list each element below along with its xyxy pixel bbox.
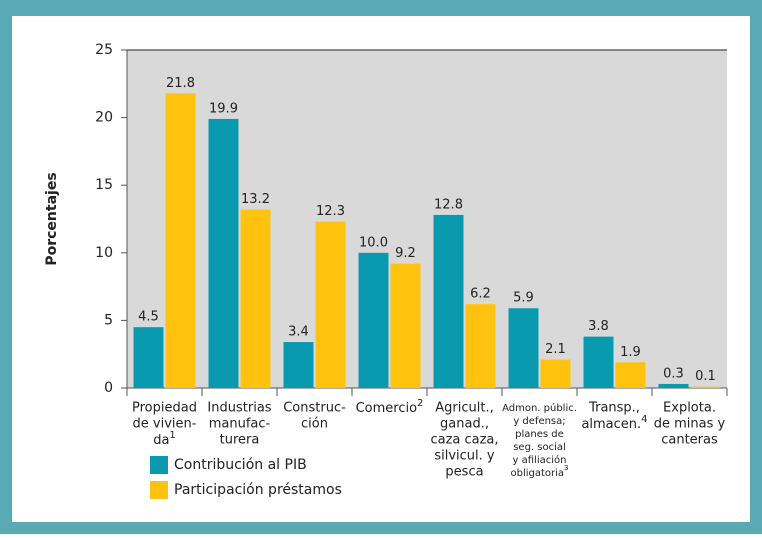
bar bbox=[508, 308, 539, 388]
x-tick-label: Propiedad bbox=[132, 401, 197, 416]
bar bbox=[315, 221, 346, 388]
x-tick-label: Transp., bbox=[588, 401, 640, 416]
x-tick-label: de vivien- bbox=[133, 417, 197, 432]
legend-swatch bbox=[150, 456, 168, 474]
bar bbox=[540, 359, 571, 388]
x-tick-label: almacen.4 bbox=[581, 414, 647, 432]
x-tick-label: seg. social bbox=[513, 442, 566, 453]
superscript: 1 bbox=[169, 430, 175, 441]
x-tick-label: Admon. públic. bbox=[502, 402, 577, 414]
bar bbox=[433, 214, 464, 388]
x-tick-label: Explota. bbox=[663, 401, 716, 416]
y-tick-label: 20 bbox=[95, 110, 113, 126]
x-tick-label: turera bbox=[220, 433, 260, 448]
x-tick-label: ganad., bbox=[440, 417, 489, 432]
bar bbox=[583, 336, 614, 388]
bar bbox=[465, 304, 496, 388]
x-tick-label: da1 bbox=[153, 430, 176, 448]
bar bbox=[133, 327, 164, 388]
bar bbox=[358, 252, 389, 388]
x-tick-label-text: da bbox=[153, 433, 169, 448]
bar bbox=[208, 118, 239, 389]
bar bbox=[615, 362, 646, 388]
legend-swatch bbox=[150, 481, 168, 499]
x-tick-label-text: obligatoria bbox=[510, 468, 564, 479]
x-tick-label: silvicul. y bbox=[434, 449, 495, 464]
superscript: 4 bbox=[641, 414, 647, 425]
data-label: 10.0 bbox=[359, 235, 388, 250]
y-tick-label: 5 bbox=[104, 312, 113, 328]
data-label: 5.9 bbox=[513, 291, 534, 306]
data-label: 12.3 bbox=[316, 204, 345, 219]
superscript: 2 bbox=[417, 398, 423, 409]
x-tick-label: Comercio2 bbox=[356, 398, 424, 416]
x-tick-label: obligatoria3 bbox=[510, 464, 568, 479]
y-tick-label: 10 bbox=[95, 245, 113, 261]
data-label: 21.8 bbox=[166, 76, 195, 91]
bar bbox=[240, 209, 271, 388]
x-tick-label: y afiliación bbox=[513, 454, 567, 466]
superscript: 3 bbox=[564, 464, 568, 472]
x-tick-label: canteras bbox=[661, 433, 718, 448]
data-label: 12.8 bbox=[434, 197, 463, 212]
data-label: 0.3 bbox=[663, 366, 684, 381]
bar bbox=[390, 263, 421, 388]
x-tick-label: caza caza, bbox=[430, 433, 498, 448]
data-label: 3.4 bbox=[288, 325, 309, 340]
data-label: 3.8 bbox=[588, 319, 609, 334]
bar bbox=[658, 383, 689, 388]
y-tick-label: 15 bbox=[95, 177, 113, 193]
data-label: 13.2 bbox=[241, 192, 270, 207]
data-label: 0.1 bbox=[695, 369, 716, 384]
x-tick-label: Industrias bbox=[207, 401, 271, 416]
bar bbox=[283, 342, 314, 388]
data-label: 19.9 bbox=[209, 101, 238, 116]
data-label: 4.5 bbox=[138, 310, 159, 325]
data-label: 2.1 bbox=[545, 342, 566, 357]
bar bbox=[690, 386, 721, 388]
data-label: 1.9 bbox=[620, 345, 641, 360]
legend-label: Participación préstamos bbox=[174, 482, 342, 498]
data-label: 6.2 bbox=[470, 287, 491, 302]
x-tick-label: manufac- bbox=[209, 417, 271, 432]
x-tick-label: Construc- bbox=[283, 401, 346, 416]
data-label: 9.2 bbox=[395, 246, 416, 261]
y-tick-label: 25 bbox=[95, 42, 113, 58]
x-tick-label: ción bbox=[301, 417, 328, 432]
x-tick-label: pesca bbox=[445, 465, 483, 480]
x-tick-label-text: Comercio bbox=[356, 401, 418, 416]
legend-label: Contribución al PIB bbox=[174, 457, 307, 473]
x-tick-label-text: almacen. bbox=[581, 417, 641, 432]
y-axis-label: Porcentajes bbox=[44, 172, 60, 265]
y-tick-label: 0 bbox=[104, 380, 113, 396]
x-tick-label: y defensa; bbox=[513, 416, 565, 427]
x-tick-label: de minas y bbox=[654, 417, 726, 432]
x-tick-label: planes de bbox=[515, 429, 564, 440]
bar bbox=[165, 93, 196, 388]
x-tick-label: Agricult., bbox=[435, 401, 493, 416]
